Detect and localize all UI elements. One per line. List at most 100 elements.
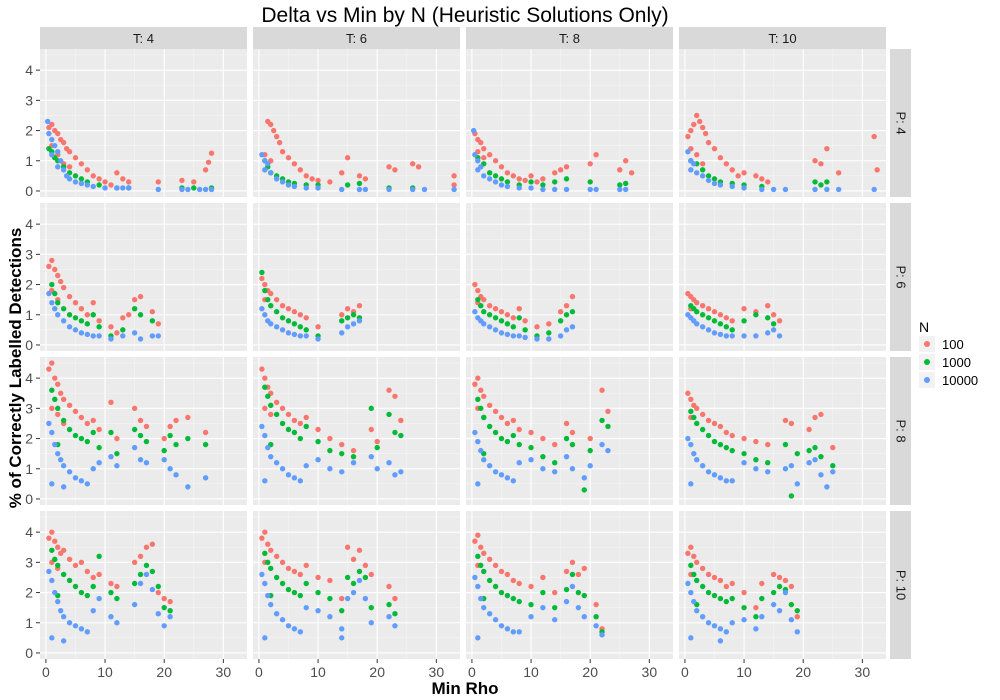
data-point xyxy=(362,186,369,193)
data-point xyxy=(557,333,564,339)
data-point xyxy=(339,450,345,457)
data-point xyxy=(510,315,517,321)
data-point xyxy=(126,185,132,191)
data-point xyxy=(297,312,304,318)
data-point xyxy=(702,130,709,137)
data-point xyxy=(52,589,58,596)
data-point xyxy=(285,426,292,433)
data-point xyxy=(49,136,55,143)
data-point xyxy=(812,158,818,164)
data-point xyxy=(753,438,759,445)
data-point xyxy=(705,139,712,146)
data-point xyxy=(114,450,120,457)
data-point xyxy=(723,478,730,484)
x-tick-label: 20 xyxy=(582,664,598,680)
panel-background xyxy=(40,203,247,351)
data-point xyxy=(510,333,517,339)
data-point xyxy=(711,623,718,629)
data-point xyxy=(717,577,724,584)
data-point xyxy=(392,393,398,399)
data-point xyxy=(143,438,150,445)
data-point xyxy=(794,607,800,614)
series-100-points xyxy=(472,532,605,632)
data-point xyxy=(492,617,499,623)
data-point xyxy=(705,620,712,626)
data-point xyxy=(705,417,712,424)
data-point xyxy=(303,580,309,587)
x-tick-label: 10 xyxy=(310,664,326,680)
data-point xyxy=(131,426,138,433)
data-point xyxy=(259,306,265,312)
data-point xyxy=(356,180,363,187)
data-point xyxy=(66,577,73,584)
data-point xyxy=(516,460,522,466)
data-point xyxy=(108,336,114,342)
data-point xyxy=(179,177,185,184)
data-point xyxy=(108,453,114,460)
data-point xyxy=(102,179,108,185)
data-point xyxy=(120,315,126,321)
data-point xyxy=(303,463,309,469)
data-point xyxy=(788,420,795,427)
data-point xyxy=(60,463,67,469)
data-point xyxy=(788,463,795,469)
data-point xyxy=(276,139,283,146)
data-point xyxy=(587,435,593,442)
data-point xyxy=(96,324,102,330)
data-point xyxy=(84,438,91,445)
data-point xyxy=(685,550,691,556)
data-point xyxy=(161,623,167,629)
data-point xyxy=(114,463,120,469)
data-point xyxy=(481,550,487,556)
data-point xyxy=(472,538,478,544)
data-point xyxy=(835,186,842,193)
data-point xyxy=(478,447,484,454)
data-point xyxy=(309,176,315,182)
data-point xyxy=(546,321,552,327)
series-10000-points xyxy=(472,309,576,342)
data-point xyxy=(315,426,321,433)
data-point xyxy=(691,598,697,605)
data-point xyxy=(765,315,771,321)
data-point xyxy=(52,556,58,563)
data-point xyxy=(510,478,517,484)
data-point xyxy=(185,414,191,421)
series-100-points xyxy=(259,529,398,602)
panel-background xyxy=(40,511,247,659)
data-point xyxy=(711,318,718,324)
data-point xyxy=(155,186,161,193)
data-point xyxy=(581,614,587,620)
data-point xyxy=(486,302,493,309)
data-point xyxy=(871,186,877,193)
data-point xyxy=(741,435,747,442)
data-point xyxy=(478,595,484,602)
data-point xyxy=(685,390,691,396)
data-point xyxy=(52,306,58,312)
data-point xyxy=(392,595,398,602)
data-point xyxy=(356,173,363,179)
data-point xyxy=(114,330,120,336)
data-point xyxy=(114,595,120,602)
data-point xyxy=(46,420,52,427)
data-point xyxy=(78,478,85,484)
data-point xyxy=(58,278,64,285)
series-1000-points xyxy=(688,408,836,499)
data-point xyxy=(504,331,511,338)
data-point xyxy=(55,598,61,605)
data-point xyxy=(818,411,824,418)
data-point xyxy=(723,315,730,321)
data-point xyxy=(279,617,286,623)
data-point xyxy=(386,164,392,170)
data-point xyxy=(374,466,380,472)
data-point xyxy=(717,312,724,318)
y-tick-label: 2 xyxy=(25,277,33,293)
data-point xyxy=(49,121,55,128)
data-point xyxy=(96,460,102,466)
row-strip-label: P: 8 xyxy=(894,419,909,442)
data-point xyxy=(569,559,576,566)
data-point xyxy=(185,435,191,442)
data-point xyxy=(705,177,712,184)
data-point xyxy=(344,324,351,330)
data-point xyxy=(72,155,79,161)
data-point xyxy=(705,173,712,179)
